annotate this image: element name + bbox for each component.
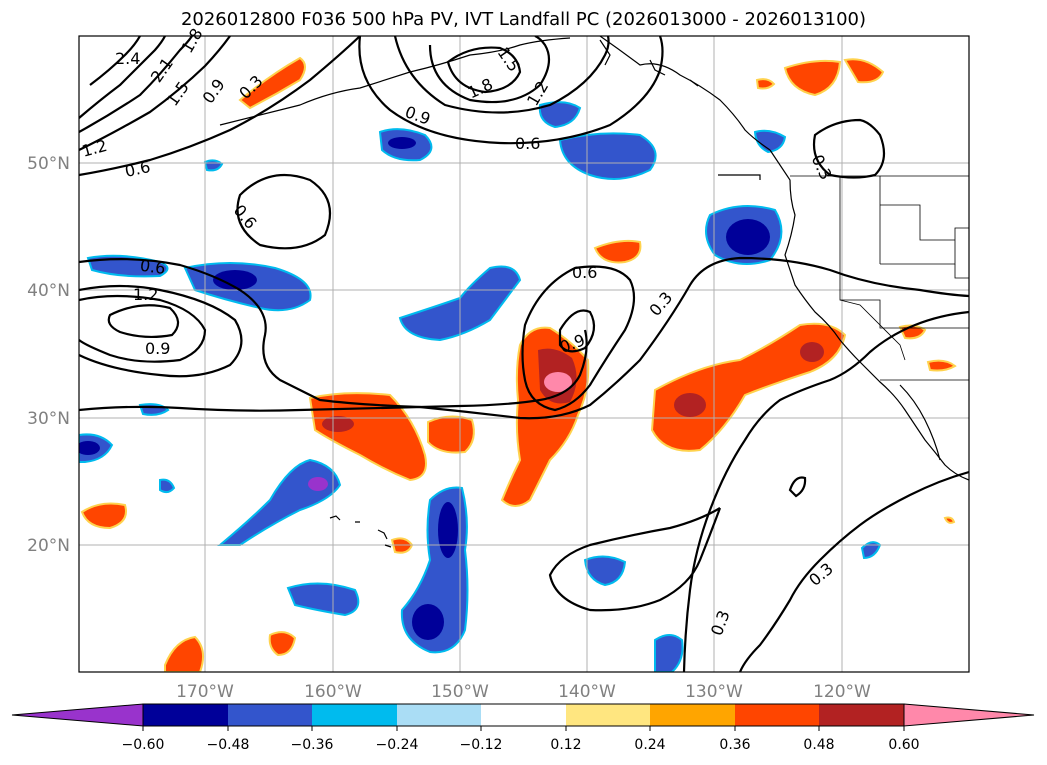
colorbar-segment [650, 704, 735, 726]
colorbar-high-extension [903, 703, 1035, 727]
contour-label: 0.6 [572, 263, 597, 282]
colorbar-tick-label: −0.60 [122, 737, 165, 753]
colorbar-segment [735, 704, 819, 726]
lon-label: 130°W [685, 682, 743, 702]
lat-label: 50°N [27, 154, 70, 174]
lat-label: 20°N [27, 536, 70, 556]
contour-label: 0.6 [123, 157, 152, 181]
colorbar-frame [142, 703, 905, 727]
colorbar-tick-label: −0.24 [376, 737, 419, 753]
longitude-labels: 170°W 160°W 150°W 140°W 130°W 120°W [176, 682, 871, 702]
colorbar-tick-label: −0.48 [207, 737, 250, 753]
lon-label: 150°W [431, 682, 489, 702]
colorbar-tick-label: −0.12 [460, 737, 503, 753]
lon-label: 140°W [558, 682, 616, 702]
contour-label: 2.4 [115, 49, 140, 68]
lon-label: 170°W [176, 682, 234, 702]
colorbar: −0.60 −0.48 −0.36 −0.24 −0.12 0.12 0.24 … [11, 703, 1035, 753]
colorbar-tick-label: −0.36 [291, 737, 334, 753]
colorbar-tick-label: 0.12 [550, 737, 581, 753]
contour-label: 0.6 [515, 134, 540, 153]
pv-contours [79, 36, 969, 672]
colorbar-segment [819, 704, 904, 726]
colorbar-segment [143, 704, 228, 726]
lat-label: 40°N [27, 281, 70, 301]
contour-label: 1.2 [133, 285, 158, 304]
negative-anomaly-fields [79, 101, 882, 672]
colorbar-tick-label: 0.48 [803, 737, 834, 753]
contour-label: 0.6 [139, 256, 167, 278]
colorbar-segment [312, 704, 397, 726]
colorbar-segment [397, 704, 481, 726]
colorbar-tick-label: 0.24 [634, 737, 665, 753]
map-frame [78, 35, 970, 673]
latitude-labels: 50°N 40°N 30°N 20°N [27, 154, 70, 556]
contour-label: 0.9 [145, 339, 170, 358]
graticule [79, 36, 969, 672]
lon-label: 120°W [813, 682, 871, 702]
colorbar-segment [228, 704, 312, 726]
colorbar-segment [481, 704, 566, 726]
colorbar-tick-label: 0.36 [719, 737, 750, 753]
colorbar-segment [566, 704, 650, 726]
colorbar-low-extension [11, 703, 144, 727]
map-title: 2026012800 F036 500 hPa PV, IVT Landfall… [180, 9, 867, 30]
colorbar-tick-label: 0.60 [888, 737, 919, 753]
lat-label: 30°N [27, 409, 70, 429]
lon-label: 160°W [304, 682, 362, 702]
